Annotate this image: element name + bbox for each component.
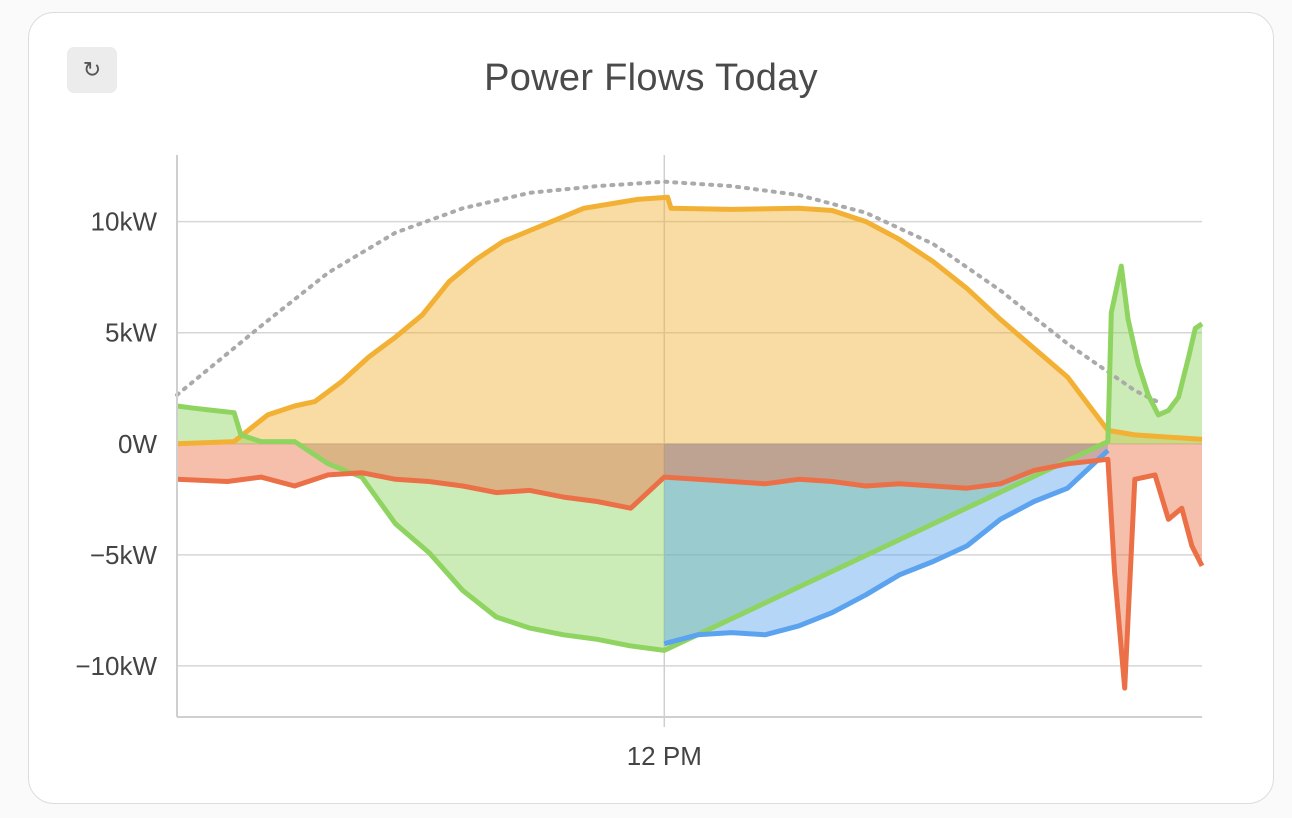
series-area-4 [177,443,1202,689]
refresh-icon: ↻ [82,57,102,82]
series-line-2 [176,263,1204,653]
axes [176,155,1202,718]
y-tick-label: 5kW [105,318,157,348]
series-line-3 [663,448,1110,647]
y-tick-labels: 10kW 5kW 0W −5kW −10kW [75,207,157,681]
refresh-button[interactable]: ↻ [67,47,117,93]
series-area-1 [177,197,1202,444]
y-tick-label: −5kW [90,540,158,570]
y-tick-label: 10kW [91,207,158,237]
series-line-4 [176,456,1205,691]
power-flows-card: ↻ Power Flows Today [28,12,1274,804]
grid-lines [177,155,1202,727]
series-line-0 [175,179,1164,406]
x-tick-label: 12 PM [627,741,702,771]
y-tick-label: −10kW [75,651,157,681]
chart-title: Power Flows Today [484,57,818,99]
series-lines [175,179,1205,691]
x-tick-labels: 12 PM [627,741,702,771]
y-tick-label: 0W [118,429,157,459]
